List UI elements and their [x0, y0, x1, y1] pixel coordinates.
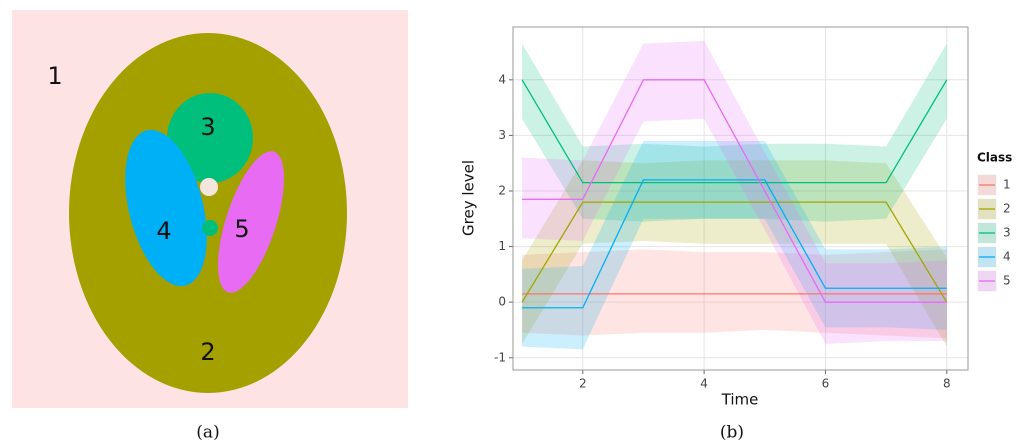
plot-background	[513, 27, 968, 370]
legend-label: 5	[1003, 274, 1011, 288]
ribbon	[522, 160, 947, 347]
series-line	[522, 79, 947, 303]
region-3	[167, 93, 253, 183]
y-tick-label: 3	[498, 128, 506, 142]
region-4	[125, 129, 207, 287]
legend-label: 1	[1003, 178, 1011, 192]
legend-label: 4	[1003, 250, 1011, 264]
small-dot	[202, 220, 218, 236]
ribbon	[522, 43, 947, 222]
y-tick-label: 0	[498, 295, 506, 309]
y-tick-label: 4	[498, 72, 506, 86]
y-tick-label: 2	[498, 183, 506, 197]
y-axis-title: Grey level	[460, 160, 478, 236]
region-label: 4	[156, 217, 171, 245]
x-tick-label: 2	[579, 377, 587, 391]
x-tick-label: 8	[943, 377, 951, 391]
small-spot	[200, 178, 218, 196]
caption: (b)	[720, 423, 744, 443]
region-label: 2	[200, 338, 215, 366]
ribbon	[522, 40, 947, 344]
y-tick-label: 1	[498, 239, 506, 253]
y-tick-label: -1	[494, 350, 506, 364]
series-line	[521, 79, 948, 184]
region-5	[218, 151, 284, 293]
series-line	[521, 201, 948, 303]
series-line	[522, 179, 947, 309]
panel-a: 1 2 3 4 5 (a)	[12, 10, 408, 443]
plot-border	[512, 26, 969, 371]
x-tick-label: 6	[822, 377, 830, 391]
x-axis-title: Time	[721, 391, 759, 409]
legend-label: 2	[1003, 202, 1011, 216]
region-label: 5	[234, 215, 249, 243]
legend-title: Class	[977, 151, 1012, 165]
legend-label: 3	[1003, 226, 1011, 240]
region-label: 1	[47, 62, 62, 90]
region-label: 3	[200, 113, 215, 141]
ribbon	[522, 140, 947, 350]
caption: (a)	[196, 423, 219, 443]
outer-region	[69, 33, 347, 393]
x-tick-label: 4	[700, 377, 708, 391]
